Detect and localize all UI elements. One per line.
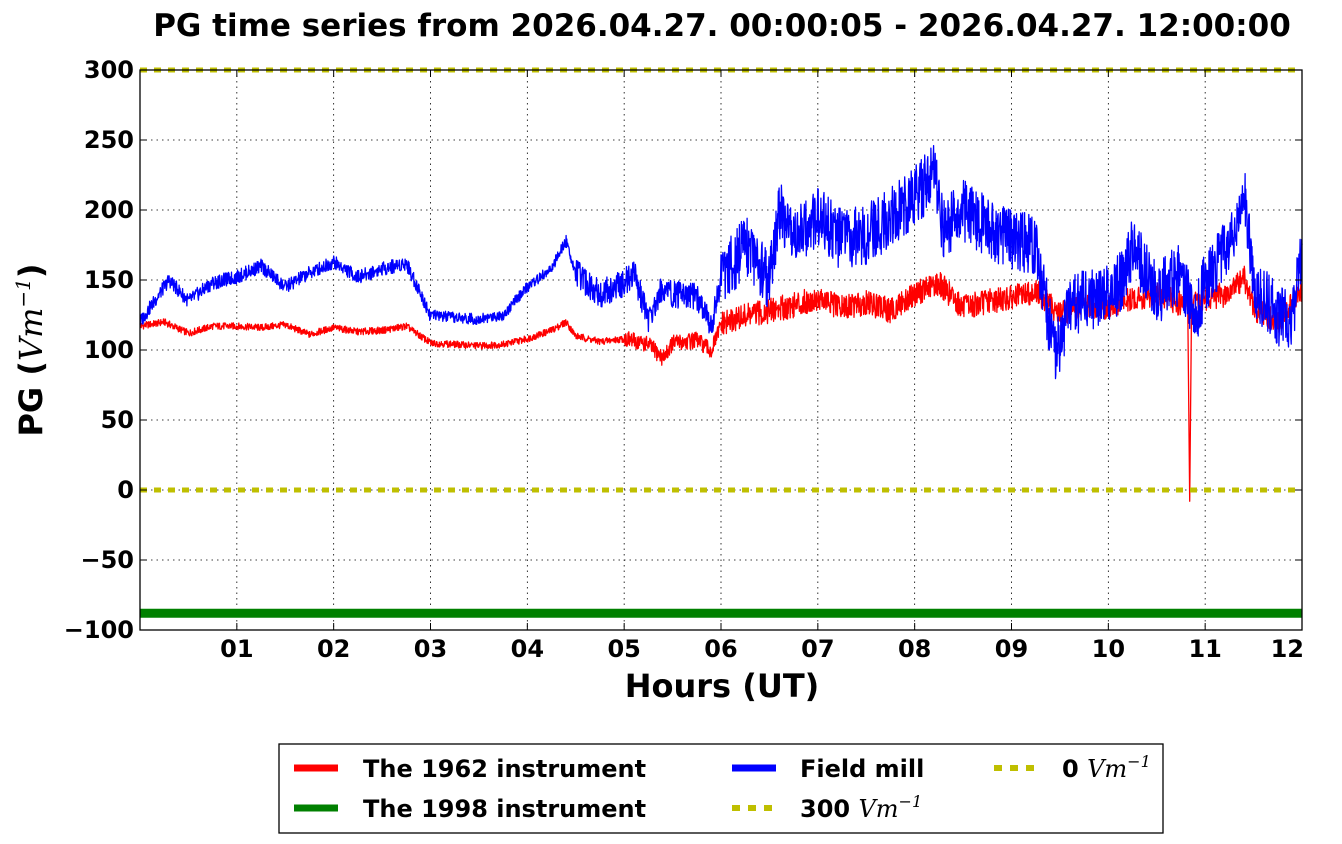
series-line-2 <box>139 144 1303 380</box>
x-tick-label: 05 <box>607 635 640 663</box>
y-axis-label-text: PG ( <box>12 361 50 436</box>
y-tick-label: 300 <box>84 56 134 84</box>
x-tick-label: 01 <box>220 635 253 663</box>
x-tick-label: 07 <box>801 635 834 663</box>
y-tick-label: 50 <box>101 406 134 434</box>
y-tick-label: 150 <box>84 266 134 294</box>
legend-label: Field mill <box>800 755 924 783</box>
x-axis-label: Hours (UT) <box>625 667 820 705</box>
chart-title: PG time series from 2026.04.27. 00:00:05… <box>153 8 1291 44</box>
legend-box <box>278 743 1164 834</box>
y-axis-label-unit: Vm <box>12 308 50 361</box>
grid-lines <box>140 69 1303 631</box>
y-axis-ticks: −100 −50 0 50 100 150 200 250 300 <box>64 56 1302 644</box>
x-axis-ticks: 01 02 03 04 05 06 07 08 09 10 11 12 <box>220 70 1304 663</box>
legend-label: The 1962 instrument <box>363 755 646 783</box>
x-tick-label: 08 <box>898 635 931 663</box>
y-tick-label: 200 <box>84 196 134 224</box>
x-tick-label: 10 <box>1092 635 1125 663</box>
y-tick-label: −50 <box>80 546 134 574</box>
y-tick-label: 0 <box>117 476 134 504</box>
y-tick-label: 100 <box>84 336 134 364</box>
x-tick-label: 04 <box>511 635 544 663</box>
legend-label: The 1998 instrument <box>363 795 646 823</box>
y-tick-label: 250 <box>84 126 134 154</box>
y-axis-label: PG (Vm−1) <box>11 263 50 436</box>
y-tick-label: −100 <box>64 616 134 644</box>
legend: The 1962 instrument The 1998 instrument Fi… <box>278 743 1164 834</box>
x-tick-label: 03 <box>414 635 447 663</box>
x-tick-label: 09 <box>995 635 1028 663</box>
y-axis-label-exp: −1 <box>11 278 35 307</box>
legend-label: 300 Vm−1 <box>800 792 922 823</box>
x-tick-label: 02 <box>317 635 350 663</box>
legend-label: 0 Vm−1 <box>1062 752 1151 783</box>
series-layer <box>139 67 1303 618</box>
y-axis-label-close: ) <box>12 263 50 278</box>
x-tick-label: 11 <box>1188 635 1221 663</box>
x-tick-label: 12 <box>1271 635 1304 663</box>
x-tick-label: 06 <box>704 635 737 663</box>
